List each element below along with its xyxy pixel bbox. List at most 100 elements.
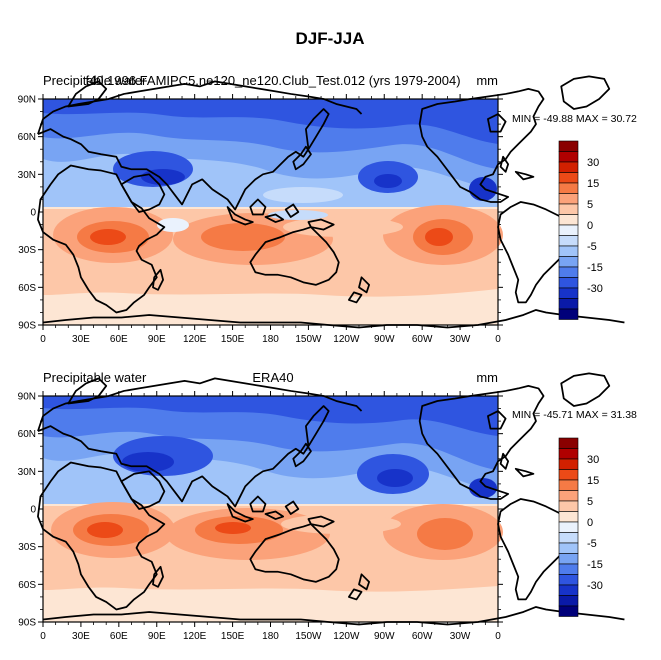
colorbar-swatch bbox=[558, 298, 579, 310]
y-tick-label: 60N bbox=[18, 429, 36, 440]
colorbar-swatch bbox=[558, 469, 579, 481]
y-tick-label: 60S bbox=[18, 283, 36, 294]
colorbar-label: 30 bbox=[587, 157, 599, 169]
figure-title: DJF-JJA bbox=[296, 29, 365, 48]
panel-bottom-contour-field bbox=[37, 372, 626, 626]
colorbar-label: -5 bbox=[587, 538, 597, 550]
colorbar-swatch bbox=[558, 479, 579, 491]
x-tick-label: 60W bbox=[412, 334, 433, 345]
colorbar-label: -30 bbox=[587, 283, 603, 295]
panel-bottom-x-axis: 0 30E 60E 90E 120E 150E 180 150W 120W 90W 60W 30W 0 bbox=[40, 391, 501, 642]
colorbar-swatch bbox=[558, 193, 579, 205]
x-tick-label: 150W bbox=[295, 334, 322, 345]
y-tick-label: 90S bbox=[18, 618, 36, 629]
colorbar-swatch bbox=[558, 458, 579, 470]
panel-bottom: Precipitable water ERA40 mm bbox=[18, 370, 626, 642]
x-tick-label: 0 bbox=[495, 631, 501, 642]
panel-bottom-stats: MIN = -45.71 MAX = 31.38 bbox=[512, 409, 637, 421]
x-tick-label: 120W bbox=[333, 631, 360, 642]
y-tick-label: 90N bbox=[18, 95, 36, 106]
colorbar-swatch bbox=[558, 448, 579, 460]
x-tick-label: 120W bbox=[333, 334, 360, 345]
x-tick-label: 30E bbox=[72, 631, 90, 642]
colorbar-swatch bbox=[558, 161, 579, 173]
x-tick-label: 120E bbox=[183, 334, 207, 345]
panel-bottom-case-label: ERA40 bbox=[252, 370, 293, 385]
panel-top-variable-label: Precipitable water bbox=[43, 73, 147, 88]
panel-top: Precipitable water f40.1996.FAMIPC5.ne12… bbox=[18, 73, 626, 345]
colorbar-swatch bbox=[558, 605, 579, 617]
colorbar-label: 0 bbox=[587, 517, 593, 529]
colorbar-swatch bbox=[558, 214, 579, 226]
colorbar-label: 15 bbox=[587, 178, 599, 190]
colorbar-swatch bbox=[558, 521, 579, 533]
colorbar-swatch bbox=[558, 308, 579, 320]
colorbar-swatch bbox=[558, 511, 579, 523]
colorbar-swatch bbox=[558, 584, 579, 596]
colorbar-swatch bbox=[558, 490, 579, 502]
colorbar-swatch bbox=[558, 277, 579, 289]
panel-top-case-label: f40.1996.FAMIPC5.ne120_ne120.Club_Test.0… bbox=[85, 73, 460, 88]
x-tick-label: 30W bbox=[450, 631, 471, 642]
x-tick-label: 150E bbox=[221, 631, 245, 642]
x-tick-label: 120E bbox=[183, 631, 207, 642]
y-tick-label: 90S bbox=[18, 321, 36, 332]
x-tick-label: 0 bbox=[40, 631, 46, 642]
x-tick-label: 180 bbox=[262, 631, 279, 642]
x-tick-label: 60E bbox=[110, 631, 128, 642]
colorbar-label: 5 bbox=[587, 199, 593, 211]
panel-top-x-axis: 0 30E 60E 90E 120E 150E 180 150W 120W 90W 60W 30W 0 bbox=[40, 94, 501, 345]
colorbar-swatch bbox=[558, 542, 579, 554]
colorbar-label: -5 bbox=[587, 241, 597, 253]
colorbar-swatch bbox=[558, 574, 579, 586]
x-tick-label: 90E bbox=[148, 334, 166, 345]
x-tick-label: 30E bbox=[72, 334, 90, 345]
colorbar-swatch bbox=[558, 563, 579, 575]
colorbar-swatch bbox=[558, 140, 579, 152]
panel-bottom-y-axis: 90N 60N 30N 0 30S 60S 90S bbox=[18, 392, 503, 629]
colorbar-swatch bbox=[558, 245, 579, 257]
panel-bottom-colorbar: 30 15 5 0 -5 -15 -30 bbox=[558, 437, 603, 617]
colorbar-swatch bbox=[558, 203, 579, 215]
y-tick-label: 90N bbox=[18, 392, 36, 403]
y-tick-label: 60S bbox=[18, 580, 36, 591]
colorbar-swatch bbox=[558, 437, 579, 449]
panel-top-stats: MIN = -49.88 MAX = 30.72 bbox=[512, 113, 637, 125]
colorbar-label: -30 bbox=[587, 580, 603, 592]
colorbar-swatch bbox=[558, 235, 579, 247]
colorbar-swatch bbox=[558, 266, 579, 278]
panel-top-colorbar: 30 15 5 0 -5 -15 -30 bbox=[558, 140, 603, 320]
x-tick-label: 30W bbox=[450, 334, 471, 345]
y-tick-label: 30N bbox=[18, 170, 36, 181]
y-tick-label: 30N bbox=[18, 467, 36, 478]
y-tick-label: 0 bbox=[30, 208, 36, 219]
colorbar-swatch bbox=[558, 182, 579, 194]
x-tick-label: 150E bbox=[221, 334, 245, 345]
panel-top-contour-field bbox=[37, 75, 626, 329]
colorbar-label: -15 bbox=[587, 262, 603, 274]
colorbar-label: 15 bbox=[587, 475, 599, 487]
x-tick-label: 90W bbox=[374, 631, 395, 642]
colorbar-swatch bbox=[558, 287, 579, 299]
x-tick-label: 180 bbox=[262, 334, 279, 345]
panel-top-units-label: mm bbox=[476, 73, 498, 88]
x-tick-label: 60E bbox=[110, 334, 128, 345]
x-tick-label: 90E bbox=[148, 631, 166, 642]
x-tick-label: 90W bbox=[374, 334, 395, 345]
colorbar-swatch bbox=[558, 500, 579, 512]
y-tick-label: 0 bbox=[30, 505, 36, 516]
colorbar-label: -15 bbox=[587, 559, 603, 571]
colorbar-swatch bbox=[558, 553, 579, 565]
colorbar-swatch bbox=[558, 224, 579, 236]
colorbar-label: 30 bbox=[587, 454, 599, 466]
colorbar-swatch bbox=[558, 172, 579, 184]
x-tick-label: 150W bbox=[295, 631, 322, 642]
y-tick-label: 30S bbox=[18, 245, 36, 256]
x-tick-label: 0 bbox=[40, 334, 46, 345]
panel-bottom-variable-label: Precipitable water bbox=[43, 370, 147, 385]
x-tick-label: 60W bbox=[412, 631, 433, 642]
colorbar-swatch bbox=[558, 256, 579, 268]
colorbar-swatch bbox=[558, 532, 579, 544]
panel-top-y-axis: 90N 60N 30N 0 30S 60S 90S bbox=[18, 95, 503, 332]
